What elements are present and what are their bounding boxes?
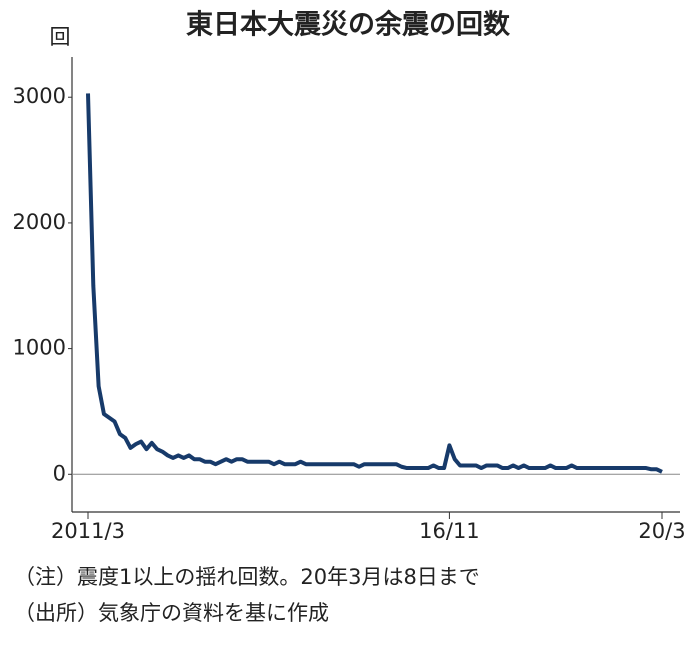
note: （注）震度1以上の揺れ回数。20年3月は8日まで	[14, 565, 480, 589]
y-tick-label: 0	[53, 461, 66, 485]
source: （出所）気象庁の資料を基に作成	[14, 601, 329, 625]
y-tick-label: 3000	[13, 84, 66, 108]
x-tick-label: 2011/3	[51, 519, 125, 543]
y-tick-label: 1000	[13, 336, 66, 360]
x-tick-label: 20/3	[638, 519, 685, 543]
y-unit: 回	[50, 25, 71, 49]
x-tick-label: 16/11	[419, 519, 480, 543]
y-tick-label: 2000	[13, 210, 66, 234]
chart-title: 東日本大震災の余震の回数	[186, 9, 511, 41]
data-line	[86, 93, 663, 474]
